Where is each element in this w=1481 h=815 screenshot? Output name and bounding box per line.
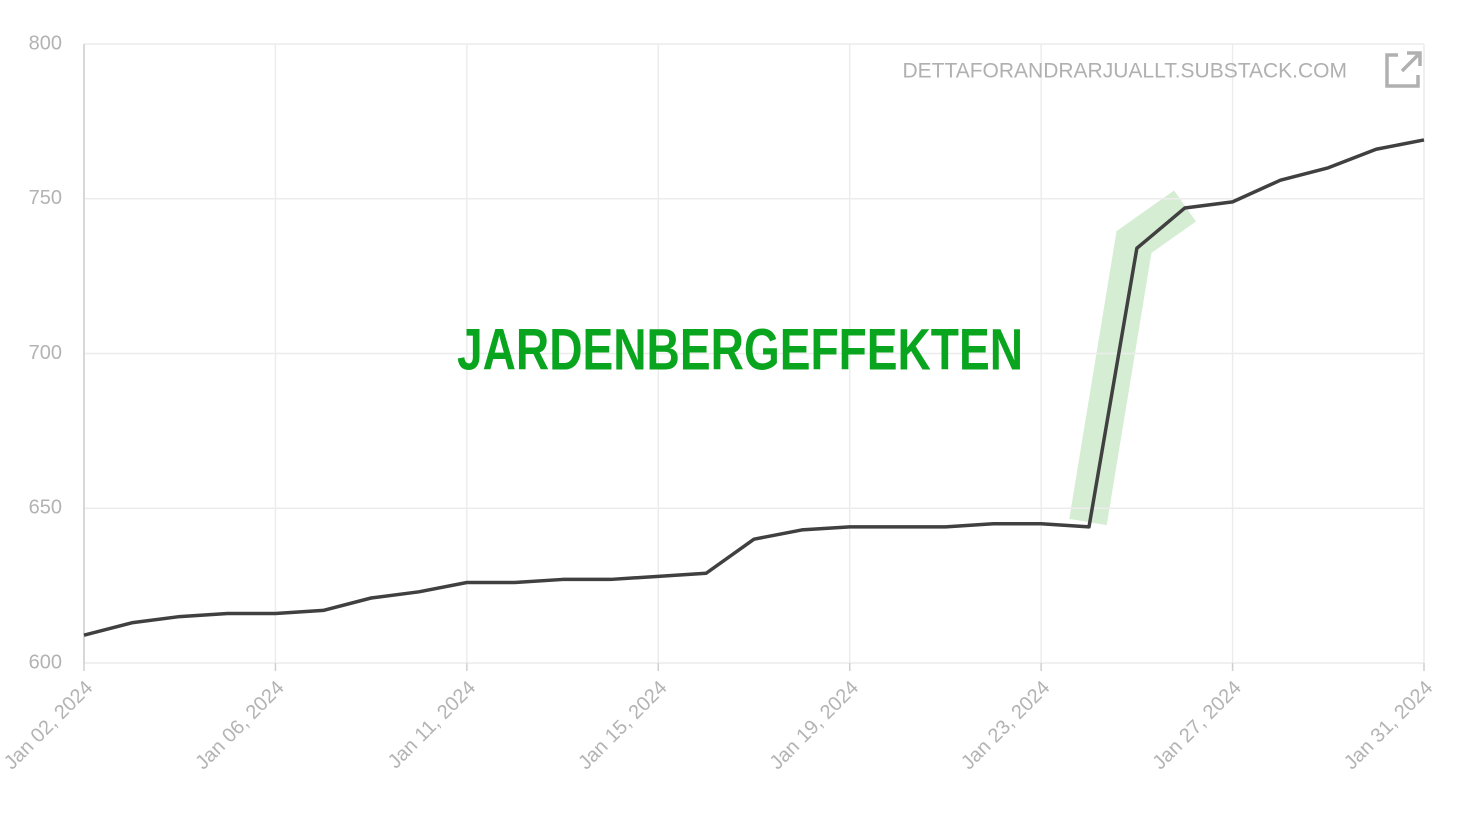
annotation: JARDENBERGEFFEKTEN <box>457 317 1023 382</box>
plot <box>83 138 1425 637</box>
x-tick-label: Jan 27, 2024 <box>1149 677 1246 774</box>
x-tick-label: Jan 11, 2024 <box>384 677 480 773</box>
highlight-band <box>1069 190 1196 526</box>
x-tick-label: Jan 31, 2024 <box>1340 677 1437 774</box>
x-tick-label: Jan 02, 2024 <box>0 677 97 774</box>
y-tick-label: 650 <box>29 497 62 519</box>
x-tick-label: Jan 19, 2024 <box>766 677 863 774</box>
watermark: DETTAFORANDRARJUALLT.SUBSTACK.COM <box>902 60 1347 83</box>
external-link-icon[interactable] <box>1385 51 1422 88</box>
y-tick-label: 800 <box>29 32 62 54</box>
y-tick-label: 600 <box>29 651 62 673</box>
y-tick-label: 750 <box>29 187 62 209</box>
x-tick-label: Jan 06, 2024 <box>191 677 288 774</box>
line <box>83 138 1425 637</box>
x-tick-label: Jan 15, 2024 <box>574 677 671 774</box>
grid: 600 650 700 750 800 Jan 02, 2024 Jan 06, 2024 J… <box>0 32 1437 774</box>
y-tick-label: 700 <box>29 342 62 364</box>
x-tick-label: Jan 23, 2024 <box>957 677 1054 774</box>
